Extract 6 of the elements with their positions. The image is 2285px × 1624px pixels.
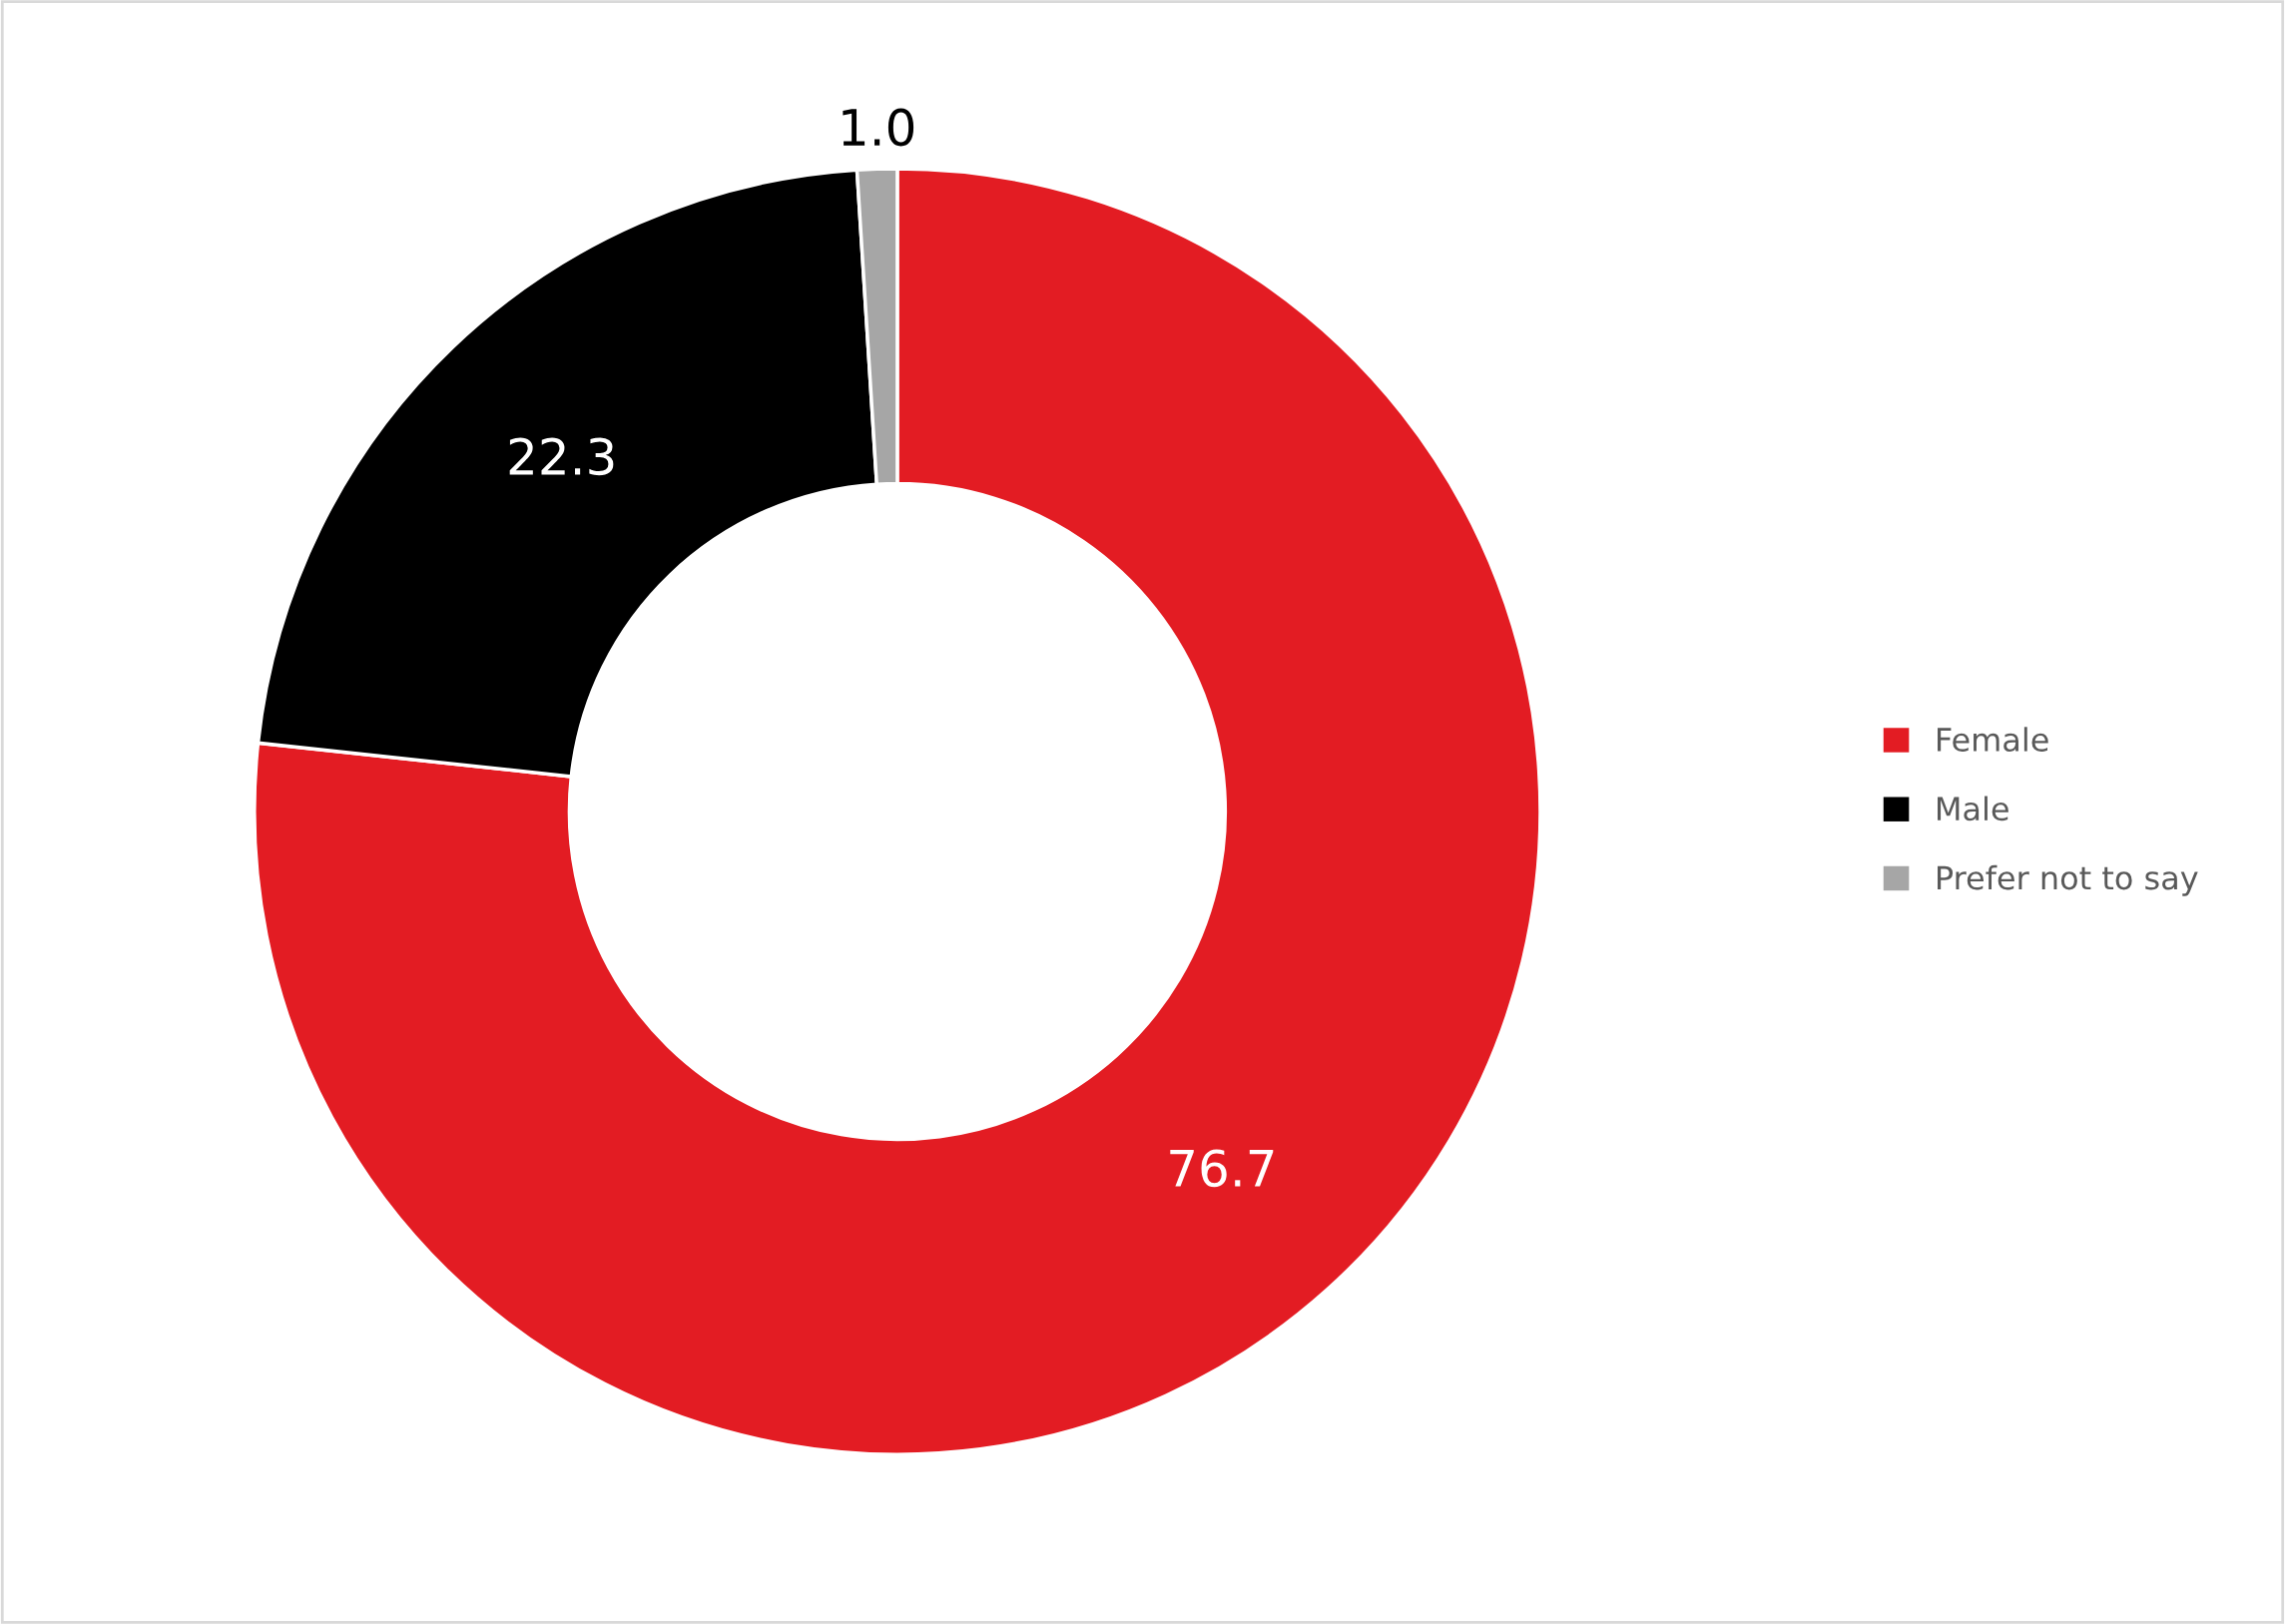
legend-label: Prefer not to say [1938, 864, 2198, 896]
data-label: 1.0 [843, 108, 914, 147]
legend-label: Male [1938, 796, 2008, 821]
data-label: 76.7 [1170, 1149, 1274, 1188]
legend-label: Female [1938, 727, 2048, 753]
data-label: 22.3 [509, 437, 614, 476]
